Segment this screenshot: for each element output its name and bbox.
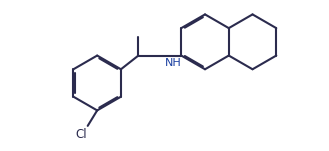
Text: Cl: Cl xyxy=(75,128,87,141)
Text: NH: NH xyxy=(165,58,182,67)
